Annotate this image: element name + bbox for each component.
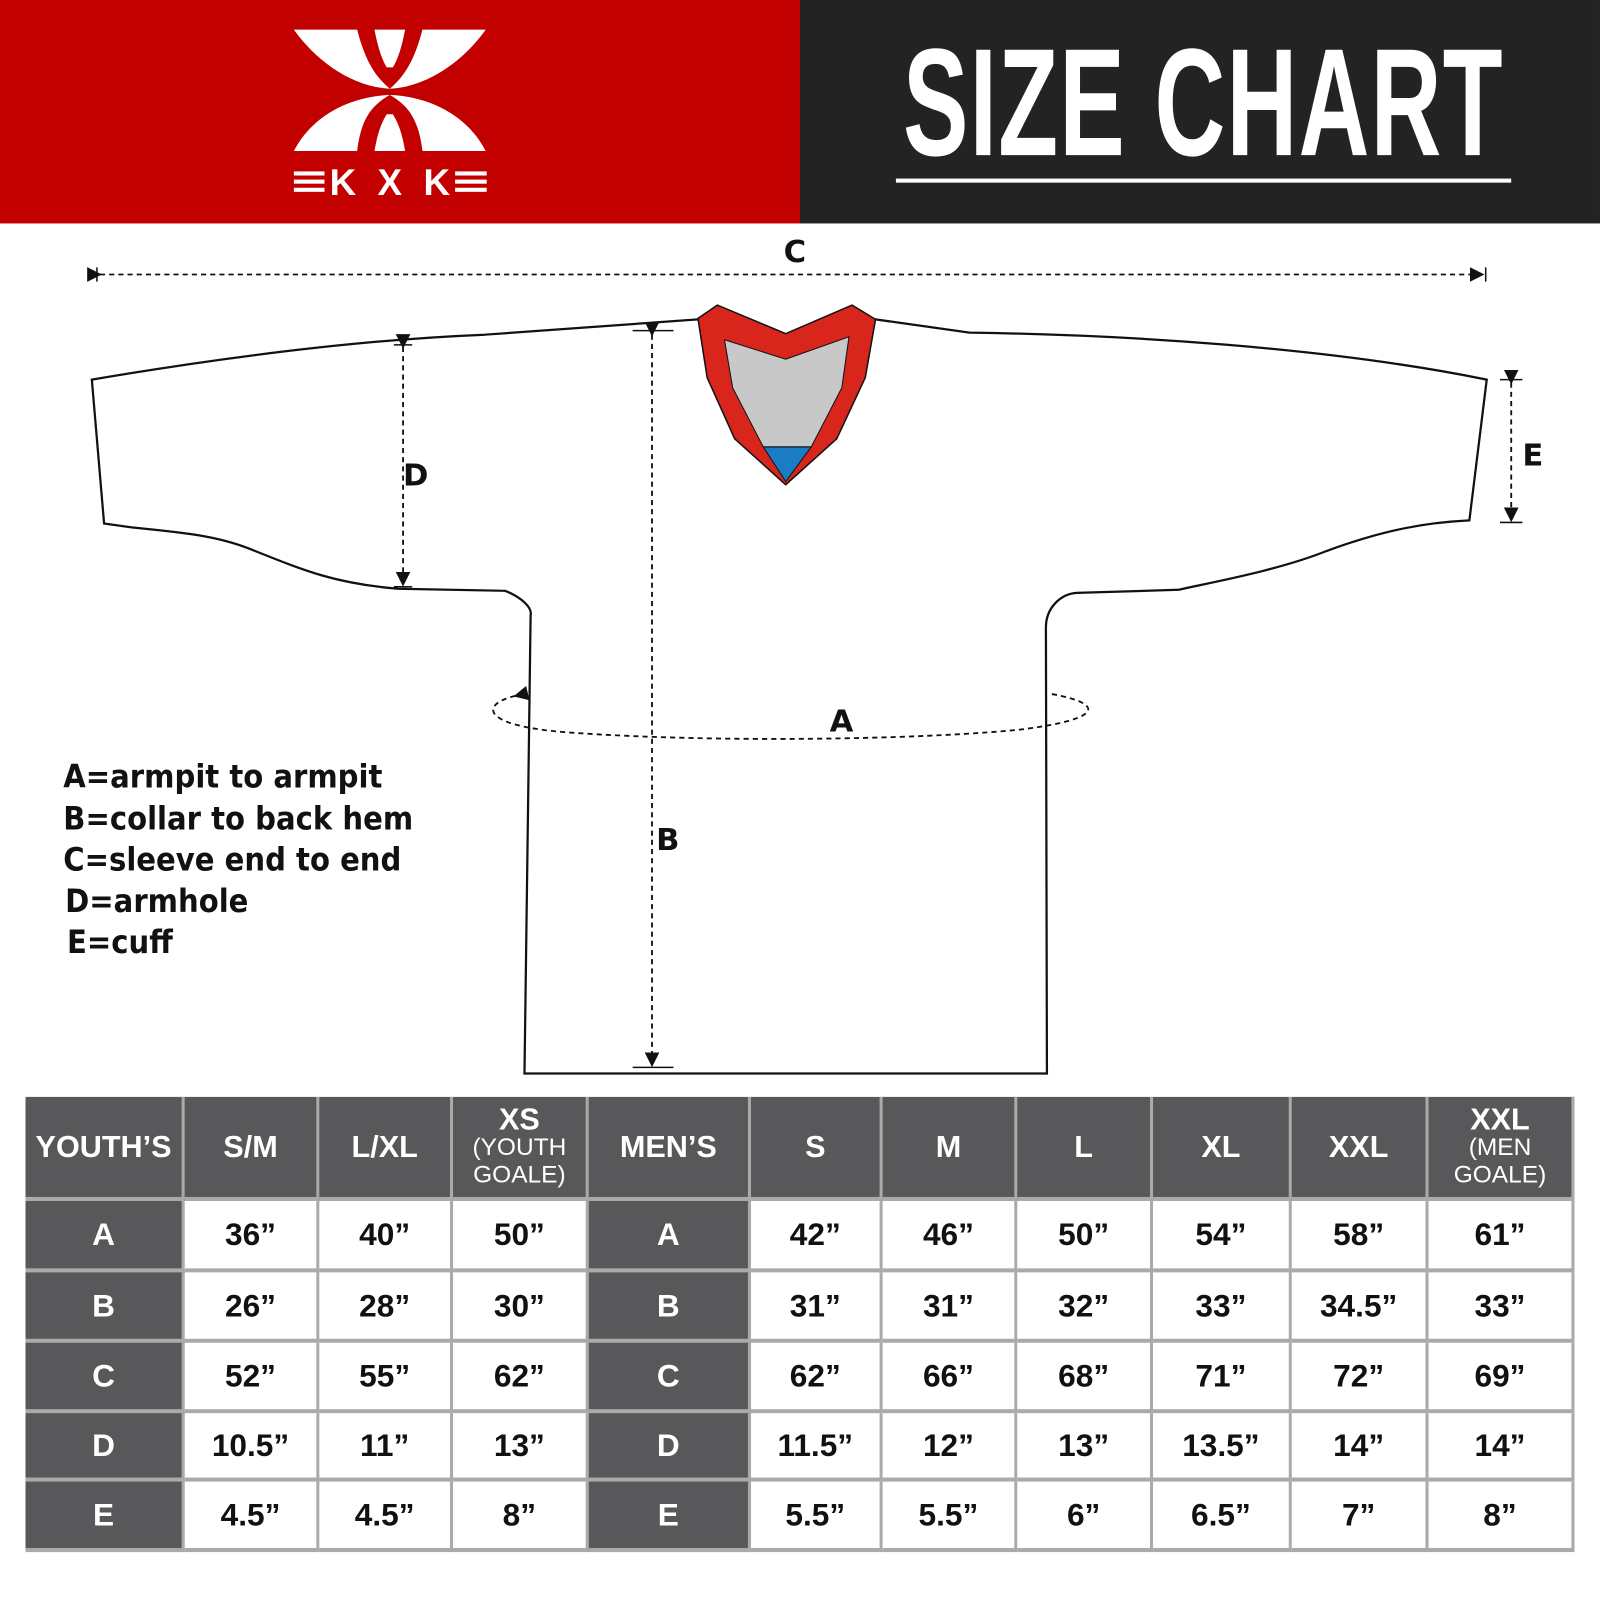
table-cell: 68” <box>1017 1342 1154 1414</box>
size-label: XS <box>498 1102 540 1137</box>
row-label: D <box>25 1413 185 1482</box>
table-cell: 62” <box>751 1342 883 1414</box>
table-cell: 50” <box>1017 1201 1154 1273</box>
table-cell: 11.5” <box>751 1413 883 1482</box>
size-label: L/XL <box>351 1130 418 1164</box>
table-cell: 31” <box>751 1272 883 1343</box>
header-youth: YOUTH’S <box>25 1096 185 1202</box>
header-size: XS (YOUTH GOALE) <box>453 1096 589 1202</box>
table-cell: 13.5” <box>1153 1413 1292 1482</box>
label-b: B <box>656 822 680 859</box>
row-label: D <box>588 1413 752 1482</box>
header-men: MEN’S <box>588 1096 752 1202</box>
table-cell: 66” <box>882 1342 1018 1414</box>
table-cell: 6.5” <box>1153 1481 1292 1553</box>
row-label: A <box>25 1201 185 1273</box>
brand-banner: KXK <box>0 0 800 224</box>
table-cell: 5.5” <box>882 1481 1018 1553</box>
table-cell: 71” <box>1153 1342 1292 1414</box>
table-cell: 46” <box>882 1201 1018 1273</box>
header-size: S <box>751 1096 883 1202</box>
legend-item: A=armpit to armpit <box>63 759 383 796</box>
size-label: S/M <box>223 1130 278 1164</box>
table-cell: 55” <box>319 1342 454 1414</box>
table-cell: 33” <box>1153 1272 1292 1343</box>
measure-a <box>492 685 1090 740</box>
table-cell: 28” <box>319 1272 454 1343</box>
legend-item: E=cuff <box>67 924 173 962</box>
table-cell: 31” <box>882 1272 1018 1343</box>
table-cell: 4.5” <box>184 1481 320 1553</box>
table-cell: 6” <box>1017 1481 1154 1553</box>
table-cell: 36” <box>184 1201 320 1273</box>
size-label: XL <box>1201 1130 1241 1164</box>
size-label: M <box>935 1130 962 1164</box>
label-c: C <box>783 234 807 271</box>
row-label: C <box>588 1342 752 1414</box>
table-cell: 4.5” <box>319 1481 454 1553</box>
header-size: XXL (MEN GOALE) <box>1428 1096 1575 1202</box>
measurement-legend: A=armpit to armpit B=collar to back hem … <box>63 757 413 964</box>
size-label: S <box>805 1130 826 1164</box>
row-label: B <box>25 1272 185 1343</box>
table-cell: 54” <box>1153 1201 1292 1273</box>
table-cell: 34.5” <box>1291 1272 1429 1343</box>
row-label: C <box>25 1342 185 1414</box>
title-banner <box>799 0 1600 224</box>
legend-item: D=armhole <box>65 883 249 921</box>
row-label: A <box>588 1201 752 1273</box>
row-label: E <box>588 1481 752 1553</box>
table-cell: 50” <box>453 1201 589 1273</box>
row-label: B <box>588 1272 752 1343</box>
header-size: M <box>882 1096 1018 1202</box>
table-cell: 58” <box>1291 1201 1429 1273</box>
table-cell: 13” <box>453 1413 589 1482</box>
header-size: L <box>1017 1096 1154 1202</box>
table-cell: 30” <box>453 1272 589 1343</box>
table-cell: 12” <box>882 1413 1018 1482</box>
title-underline <box>895 178 1512 183</box>
table-cell: 52” <box>184 1342 320 1414</box>
kxk-logo: KXK <box>293 29 487 203</box>
table-cell: 42” <box>751 1201 883 1273</box>
table-cell: 14” <box>1428 1413 1575 1482</box>
label-d: D <box>403 458 429 494</box>
row-label: E <box>25 1481 185 1553</box>
table-cell: 26” <box>184 1272 320 1343</box>
table-cell: 13” <box>1017 1413 1154 1482</box>
table-cell: 7” <box>1291 1481 1429 1553</box>
table-cell: 72” <box>1291 1342 1429 1414</box>
label-a: A <box>829 704 854 740</box>
jersey-diagram <box>87 267 1523 1075</box>
logo-wordmark: KXK <box>330 162 451 203</box>
table-cell: 61” <box>1428 1201 1575 1273</box>
label-e: E <box>1522 437 1544 474</box>
size-sublabel: (MEN GOALE) <box>1453 1133 1547 1189</box>
table-cell: 62” <box>453 1342 589 1414</box>
header-size: XXL <box>1291 1096 1429 1202</box>
size-label: XXL <box>1470 1102 1530 1137</box>
size-label: L <box>1074 1130 1094 1164</box>
table-cell: 40” <box>319 1201 454 1273</box>
table-cell: 8” <box>1428 1481 1575 1553</box>
collar <box>697 304 877 486</box>
table-cell: 14” <box>1291 1413 1429 1482</box>
table-cell: 8” <box>453 1481 589 1553</box>
table-cell: 32” <box>1017 1272 1154 1343</box>
table-cell: 11” <box>319 1413 454 1482</box>
table-cell: 10.5” <box>184 1413 320 1482</box>
legend-item: C=sleeve end to end <box>63 842 402 879</box>
size-table: YOUTH’S S/M L/XL XS (YOUTH GOALE) MEN’S S M L XL X… <box>25 1096 1575 1553</box>
table-cell: 69” <box>1428 1342 1575 1414</box>
table-cell: 5.5” <box>751 1481 883 1553</box>
header-size: L/XL <box>319 1096 454 1202</box>
header-size: S/M <box>184 1096 320 1202</box>
size-sublabel: (YOUTH GOALE) <box>472 1133 567 1189</box>
table-cell: 33” <box>1428 1272 1575 1343</box>
size-label: XXL <box>1328 1130 1389 1164</box>
legend-item: B=collar to back hem <box>63 800 414 838</box>
header-size: XL <box>1153 1096 1292 1202</box>
page-title: SIZE CHART <box>903 16 1504 188</box>
